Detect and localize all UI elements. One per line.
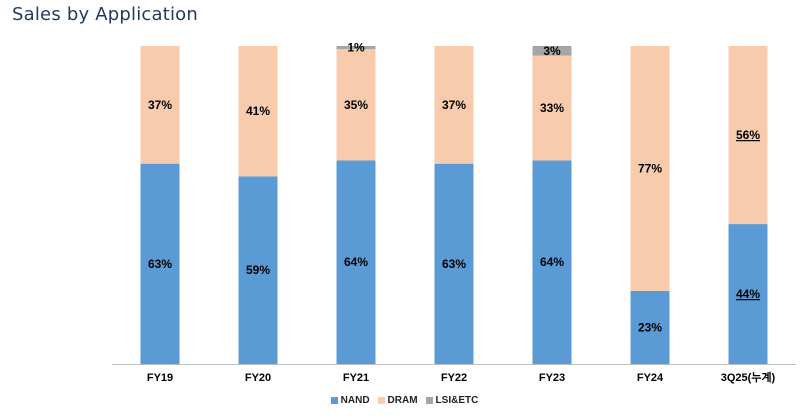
data-label-dram-3: 37% (442, 98, 466, 112)
x-tick-label-5: FY24 (637, 372, 664, 384)
bar-nand-5 (630, 290, 670, 364)
bar-dram-4 (532, 55, 572, 161)
legend-label-dram: DRAM (387, 395, 418, 406)
data-label-nand-4: 64% (540, 255, 564, 269)
data-label-dram-2: 35% (344, 98, 368, 112)
bar-dram-2 (336, 49, 376, 161)
legend-swatch-nand (330, 397, 338, 404)
legend-item-lsi: LSI&ETC (425, 395, 479, 406)
bar-dram-5 (630, 46, 670, 291)
bar-nand-1 (238, 176, 278, 364)
bar-dram-0 (140, 46, 180, 164)
bar-nand-0 (140, 163, 180, 364)
bar-dram-1 (238, 46, 278, 177)
bar-lsi-4 (532, 46, 572, 56)
bar-nand-6 (728, 224, 768, 364)
x-tick-label-1: FY20 (245, 372, 271, 384)
bar-dram-6 (728, 46, 768, 225)
data-label-dram-4: 33% (540, 101, 564, 115)
legend: NAND DRAM LSI&ETC (0, 395, 809, 406)
legend-item-dram: DRAM (377, 395, 418, 406)
data-label-lsi-2: 1% (347, 41, 365, 55)
data-label-nand-2: 64% (344, 255, 368, 269)
x-tick-label-2: FY21 (343, 372, 369, 384)
data-label-dram-6: 56% (736, 128, 760, 142)
chart-title: Sales by Application (12, 4, 199, 25)
data-label-dram-1: 41% (246, 104, 270, 118)
x-tick-label-3: FY22 (441, 372, 467, 384)
bar-nand-3 (434, 163, 474, 364)
data-label-nand-6: 44% (736, 287, 760, 301)
x-tick-label-4: FY23 (539, 372, 565, 384)
legend-item-nand: NAND (330, 395, 370, 406)
legend-label-nand: NAND (340, 395, 370, 406)
data-label-lsi-4: 3% (543, 44, 561, 58)
data-label-dram-0: 37% (148, 98, 172, 112)
data-label-nand-3: 63% (442, 257, 466, 271)
bar-lsi-2 (336, 46, 376, 50)
data-label-dram-5: 77% (638, 161, 662, 175)
data-label-nand-0: 63% (148, 257, 172, 271)
legend-swatch-lsi (425, 397, 433, 404)
bar-dram-3 (434, 46, 474, 164)
bar-nand-2 (336, 160, 376, 364)
data-label-nand-5: 23% (638, 320, 662, 334)
x-tick-label-6: 3Q25(누계) (721, 370, 776, 384)
x-tick-label-0: FY19 (147, 372, 173, 384)
bar-nand-4 (532, 160, 572, 364)
legend-label-lsi: LSI&ETC (435, 395, 479, 406)
legend-swatch-dram (377, 397, 385, 404)
stacked-bar-chart: 63% 37% FY19 59% 41% FY20 64% 35% 1% FY21 63% 37% FY… (112, 41, 796, 384)
data-label-nand-1: 59% (246, 263, 270, 277)
